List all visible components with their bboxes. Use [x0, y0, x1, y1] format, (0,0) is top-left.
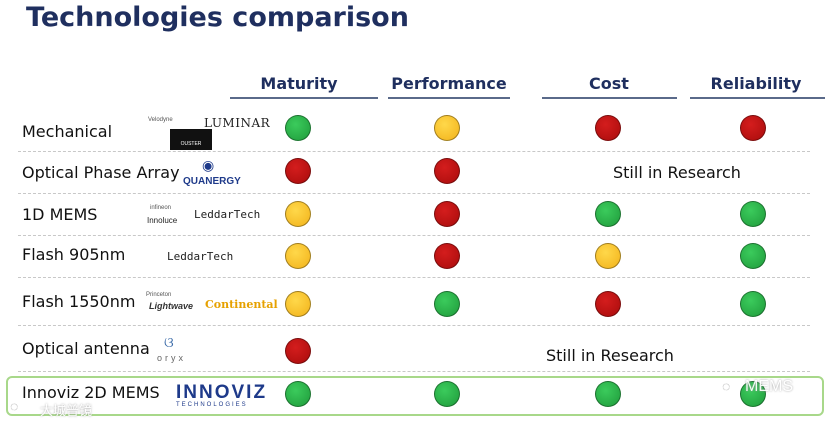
row-separator — [18, 193, 810, 194]
rating-dot — [285, 381, 311, 407]
infineon-logo: infineon — [150, 205, 172, 211]
row-label-flash-1550nm: Flash 1550nm — [22, 292, 136, 311]
rating-dot — [434, 243, 460, 269]
oryx-icon: ଓ — [164, 334, 174, 350]
velodyne-logo: Velodyne — [148, 117, 173, 123]
ouster-logo: OUSTER — [170, 129, 212, 150]
wechat-icon: ◌ — [722, 378, 731, 394]
row-label-flash-905nm: Flash 905nm — [22, 245, 126, 264]
innoviz-subtitle: TECHNOLOGIES — [176, 402, 248, 408]
research-note: Still in Research — [546, 346, 674, 365]
innoviz-logo: INNOVIZ — [176, 382, 268, 403]
column-header-reliability: Reliability — [710, 74, 802, 93]
rating-dot — [285, 338, 311, 364]
watermark-left: 大城普镜 — [40, 403, 93, 418]
column-header-maturity: Maturity — [260, 74, 338, 93]
rating-dot — [285, 291, 311, 317]
wechat-icon: ◌ — [10, 398, 19, 414]
row-separator — [18, 371, 810, 372]
rating-dot — [595, 115, 621, 141]
column-header-performance: Performance — [391, 74, 507, 93]
quanergy-icon: ◉ — [202, 157, 215, 173]
column-underline — [542, 97, 677, 99]
rating-dot — [285, 201, 311, 227]
row-label-optical-phase-array: Optical Phase Array — [22, 163, 180, 182]
rating-dot — [434, 201, 460, 227]
rating-dot — [434, 381, 460, 407]
row-separator — [18, 325, 810, 326]
rating-dot — [595, 201, 621, 227]
rating-dot — [434, 291, 460, 317]
lightwave-logo: Lightwave — [149, 301, 194, 311]
leddartech-logo: LeddarTech — [194, 208, 261, 221]
luminar-logo: LUMINAR — [204, 116, 271, 130]
rating-dot — [595, 291, 621, 317]
rating-dot — [740, 115, 766, 141]
rating-dot — [595, 243, 621, 269]
princeton-logo: Princeton — [146, 292, 172, 298]
innoluce-logo: Innoluce — [147, 216, 178, 225]
research-note: Still in Research — [613, 163, 741, 182]
rating-dot — [434, 158, 460, 184]
row-label-optical-antenna: Optical antenna — [22, 339, 150, 358]
rating-dot — [285, 243, 311, 269]
quanergy-logo: QUANERGY — [183, 176, 241, 187]
rating-dot — [285, 158, 311, 184]
highlight-box — [6, 376, 824, 416]
column-underline — [690, 97, 825, 99]
column-underline — [388, 97, 510, 99]
row-separator — [18, 151, 810, 152]
rating-dot — [740, 243, 766, 269]
row-separator — [18, 277, 810, 278]
row-label-1d-mems: 1D MEMS — [22, 205, 98, 224]
row-separator — [18, 235, 810, 236]
rating-dot — [740, 291, 766, 317]
rating-dot — [740, 201, 766, 227]
column-header-cost: Cost — [589, 74, 629, 93]
oryx-logo: oryx — [157, 353, 187, 363]
rating-dot — [285, 115, 311, 141]
leddartech-logo: LeddarTech — [167, 250, 234, 263]
column-underline — [230, 97, 378, 99]
rating-dot — [434, 115, 460, 141]
rating-dot — [740, 381, 766, 407]
continental-logo: Continental — [205, 298, 278, 311]
rating-dot — [595, 381, 621, 407]
watermark-right: MEMS — [745, 378, 793, 395]
row-label-mechanical: Mechanical — [22, 122, 113, 141]
row-label-innoviz-2d-mems: Innoviz 2D MEMS — [22, 383, 160, 402]
page-title: Technologies comparison — [26, 2, 409, 33]
